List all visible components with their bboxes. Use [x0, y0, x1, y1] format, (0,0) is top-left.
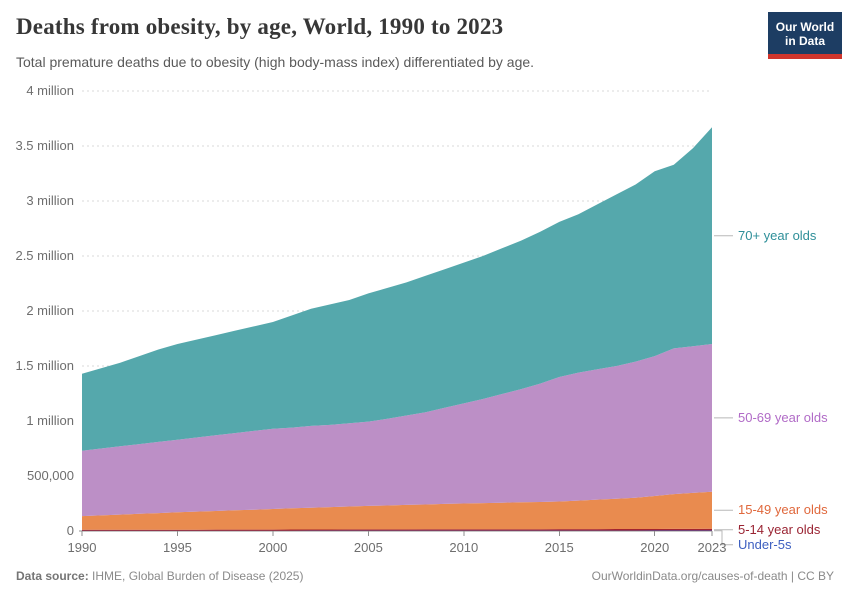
- owid-logo[interactable]: Our World in Data: [768, 12, 842, 59]
- legend-label[interactable]: 15-49 year olds: [738, 502, 828, 518]
- area-15to49[interactable]: [82, 491, 712, 530]
- x-axis-label: 1990: [67, 540, 97, 555]
- footer-links: OurWorldinData.org/causes-of-death | CC …: [592, 569, 834, 583]
- x-axis-label: 2010: [449, 540, 479, 555]
- y-axis-label: 4 million: [26, 83, 74, 98]
- owid-url-link[interactable]: OurWorldinData.org/causes-of-death: [591, 569, 788, 583]
- y-axis-label: 2 million: [26, 303, 74, 318]
- page-subtitle: Total premature deaths due to obesity (h…: [16, 54, 535, 70]
- y-axis-label: 3 million: [26, 193, 74, 208]
- data-source-label: Data source:: [16, 569, 89, 583]
- area-50to69[interactable]: [82, 344, 712, 517]
- legend-label[interactable]: Under-5s: [738, 536, 792, 552]
- license-link[interactable]: CC BY: [797, 569, 834, 583]
- x-axis-label: 2005: [353, 540, 383, 555]
- owid-logo-line1: Our World: [775, 20, 835, 34]
- y-axis-label: 1.5 million: [15, 358, 74, 373]
- page-title: Deaths from obesity, by age, World, 1990…: [16, 14, 504, 39]
- x-axis-label: 2015: [544, 540, 574, 555]
- area-5to14[interactable]: [82, 528, 712, 531]
- y-axis-label: 500,000: [27, 468, 74, 483]
- x-axis-label: 1995: [162, 540, 192, 555]
- legend-connector: [714, 530, 733, 546]
- legend-label[interactable]: 70+ year olds: [738, 227, 817, 243]
- area-under5[interactable]: [82, 530, 712, 532]
- y-axis-label: 2.5 million: [15, 248, 74, 263]
- owid-logo-line2: in Data: [784, 34, 825, 48]
- x-axis-label: 2000: [258, 540, 288, 555]
- y-axis-label: 3.5 million: [15, 138, 74, 153]
- legend-label[interactable]: 50-69 year olds: [738, 409, 828, 425]
- x-axis-label: 2023: [697, 540, 727, 555]
- x-axis-label: 2020: [640, 540, 670, 555]
- data-source-text: IHME, Global Burden of Disease (2025): [88, 569, 304, 583]
- area-70plus[interactable]: [82, 127, 712, 451]
- footer-separator: |: [787, 569, 798, 583]
- y-axis-label: 1 million: [26, 413, 74, 428]
- data-source: Data source: IHME, Global Burden of Dise…: [16, 569, 303, 583]
- y-axis-label: 0: [66, 523, 74, 538]
- legend-label[interactable]: 5-14 year olds: [738, 521, 821, 537]
